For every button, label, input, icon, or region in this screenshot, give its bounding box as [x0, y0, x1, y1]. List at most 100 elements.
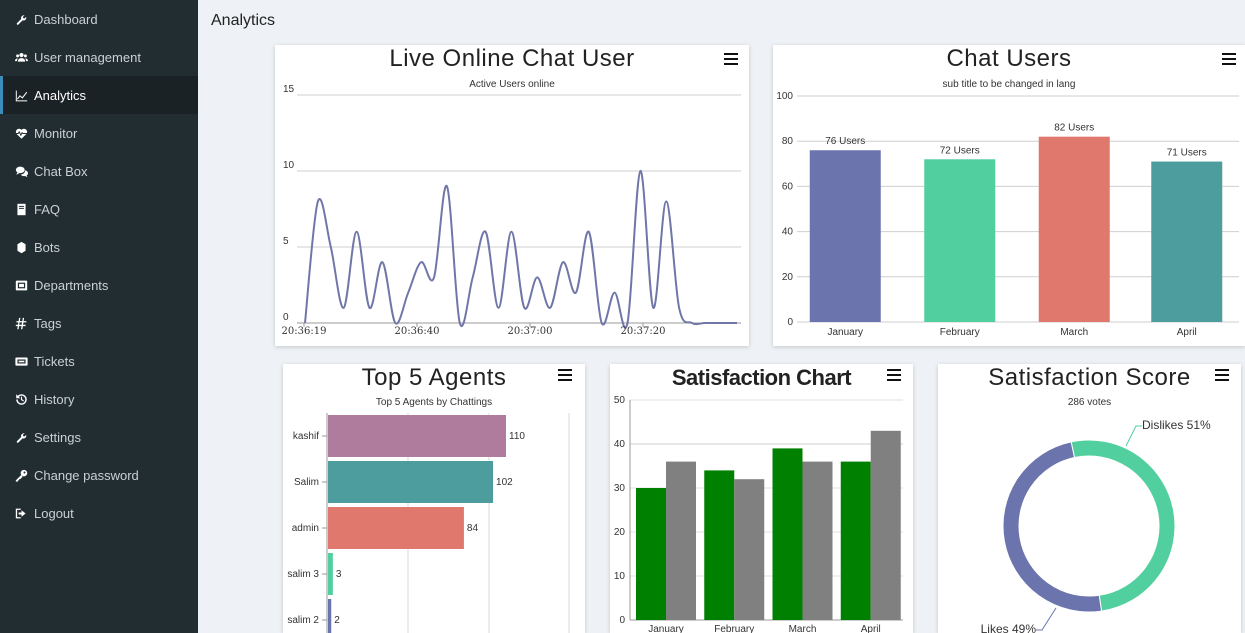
chat-users-x-tick-label: April — [1177, 327, 1197, 338]
sat-chart-bar — [870, 430, 901, 620]
sat-score-slice-label: Likes 49% — [981, 622, 1037, 633]
top-agents-title: Top 5 Agents — [361, 364, 507, 391]
sidebar-item-bots[interactable]: Bots — [0, 228, 198, 266]
satisfaction-score-title: Satisfaction Score — [988, 364, 1191, 391]
chat-users-x-tick-label: January — [827, 327, 863, 338]
agents-data-label: 84 — [467, 523, 479, 534]
sidebar-item-tickets[interactable]: Tickets — [0, 342, 198, 380]
agents-category-label: salim 3 — [287, 569, 319, 580]
chat-users-plot: 0 20 40 60 80 100 76 Users January 72 Users Febru… — [776, 91, 1239, 338]
hashtag-icon — [14, 316, 28, 330]
sidebar-item-analytics[interactable]: Analytics — [0, 76, 198, 114]
sat-chart-bar — [704, 470, 735, 620]
sidebar-item-faq[interactable]: FAQ — [0, 190, 198, 228]
agents-bar — [328, 507, 464, 549]
ticket-icon — [14, 354, 28, 368]
sidebar-item-departments[interactable]: Departments — [0, 266, 198, 304]
satisfaction-score-menu-icon[interactable] — [1215, 369, 1229, 381]
sidebar-menu: Dashboard User management Analytics Monitor… — [0, 0, 198, 532]
sat-chart-x-tick-label: March — [789, 624, 817, 633]
agents-bar — [328, 415, 506, 457]
chat-users-title: Chat Users — [946, 45, 1072, 72]
sidebar-item-label: History — [34, 391, 75, 407]
chat-users-data-label: 71 Users — [1167, 148, 1207, 159]
sat-chart-y-tick-label: 10 — [614, 571, 626, 582]
sidebar: Dashboard User management Analytics Monitor… — [0, 0, 198, 633]
sat-score-slice — [1002, 441, 1103, 613]
top-agents-subtitle: Top 5 Agents by Chattings — [375, 397, 493, 408]
sat-score-leader-line — [1036, 607, 1057, 631]
sat-chart-bar — [840, 461, 871, 620]
wrench-icon — [14, 430, 28, 444]
chat-users-y-tick-label: 40 — [782, 227, 794, 238]
live-x-tick-label: 20:37:20 — [621, 326, 666, 337]
top-agents-plot: 110 kashif 102 Salim 84 admin 3 salim 3 2 salim 2 — [287, 413, 570, 633]
sat-score-slice — [1070, 439, 1176, 612]
live-chart-subtitle: Active Users online — [469, 79, 555, 90]
sign-out-icon — [14, 506, 28, 520]
chat-users-bar — [1038, 136, 1110, 322]
top-agents-menu-icon[interactable] — [558, 369, 572, 381]
sidebar-item-label: Chat Box — [34, 163, 88, 179]
live-y-tick-label: 0 — [283, 312, 289, 323]
sidebar-item-monitor[interactable]: Monitor — [0, 114, 198, 152]
agents-data-label: 110 — [509, 431, 525, 442]
wrench-icon — [14, 12, 28, 26]
chat-users-bar — [809, 150, 881, 322]
sidebar-item-label: Bots — [34, 239, 61, 255]
sat-chart-bar — [636, 488, 666, 620]
sat-chart-y-tick-label: 50 — [614, 395, 626, 406]
sidebar-item-user-management[interactable]: User management — [0, 38, 198, 76]
sidebar-item-dashboard[interactable]: Dashboard — [0, 0, 198, 38]
sitemap-icon — [14, 278, 28, 292]
agents-bar — [328, 553, 333, 595]
live-x-tick-label: 20:36:19 — [282, 326, 327, 337]
satisfaction-chart-card: Satisfaction Chart 0 10 20 30 40 50 January Feb… — [610, 364, 913, 633]
satisfaction-chart-menu-icon[interactable] — [887, 369, 901, 381]
agents-data-label: 2 — [334, 615, 340, 626]
live-y-tick-label: 15 — [283, 84, 295, 95]
sidebar-item-history[interactable]: History — [0, 380, 198, 418]
chat-users-y-tick-label: 80 — [782, 136, 794, 147]
agents-data-label: 102 — [496, 477, 513, 488]
live-x-tick-label: 20:37:00 — [508, 326, 553, 337]
sidebar-item-logout[interactable]: Logout — [0, 494, 198, 532]
key-icon — [14, 468, 28, 482]
chat-users-data-label: 76 Users — [825, 136, 865, 147]
sidebar-item-label: Departments — [34, 277, 109, 293]
live-series-line — [304, 169, 737, 329]
sidebar-item-chat-box[interactable]: Chat Box — [0, 152, 198, 190]
sat-chart-bar — [734, 479, 765, 620]
sat-chart-bar — [772, 448, 803, 620]
sidebar-item-label: Change password — [34, 467, 139, 483]
satisfaction-chart-plot: 0 10 20 30 40 50 January February March April — [614, 395, 903, 633]
chat-users-data-label: 72 Users — [940, 145, 980, 156]
sidebar-item-settings[interactable]: Settings — [0, 418, 198, 456]
live-y-tick-label: 10 — [283, 160, 295, 171]
satisfaction-score-card: Satisfaction Score 286 votes Dislikes 51… — [938, 364, 1241, 633]
sat-chart-x-tick-label: February — [714, 624, 754, 633]
comments-icon — [14, 164, 28, 178]
chat-users-menu-icon[interactable] — [1222, 53, 1236, 65]
agents-category-label: salim 2 — [287, 615, 319, 626]
sat-chart-x-tick-label: April — [861, 624, 881, 633]
sat-chart-y-tick-label: 0 — [619, 615, 625, 626]
live-chart-menu-icon[interactable] — [724, 53, 738, 65]
live-chat-users-card: Live Online Chat User Active Users onlin… — [275, 45, 749, 346]
agents-bar — [328, 599, 332, 633]
chat-users-bar — [1151, 161, 1223, 322]
chat-users-y-tick-label: 100 — [776, 91, 793, 102]
live-chart-plot: 0 5 10 15 20:36:19 20:36:40 20:37:00 20:37:20 — [282, 84, 741, 337]
live-chart-title: Live Online Chat User — [389, 45, 635, 72]
agents-data-label: 3 — [336, 569, 342, 580]
sidebar-item-tags[interactable]: Tags — [0, 304, 198, 342]
heartbeat-icon — [14, 126, 28, 140]
users-icon — [14, 50, 28, 64]
chat-users-subtitle: sub title to be changed in lang — [942, 79, 1076, 90]
agents-category-label: kashif — [293, 431, 319, 442]
history-icon — [14, 392, 28, 406]
chat-users-card: Chat Users sub title to be changed in la… — [773, 45, 1245, 346]
sidebar-item-change-password[interactable]: Change password — [0, 456, 198, 494]
bot-icon — [14, 240, 28, 254]
sidebar-item-label: Analytics — [34, 87, 87, 103]
